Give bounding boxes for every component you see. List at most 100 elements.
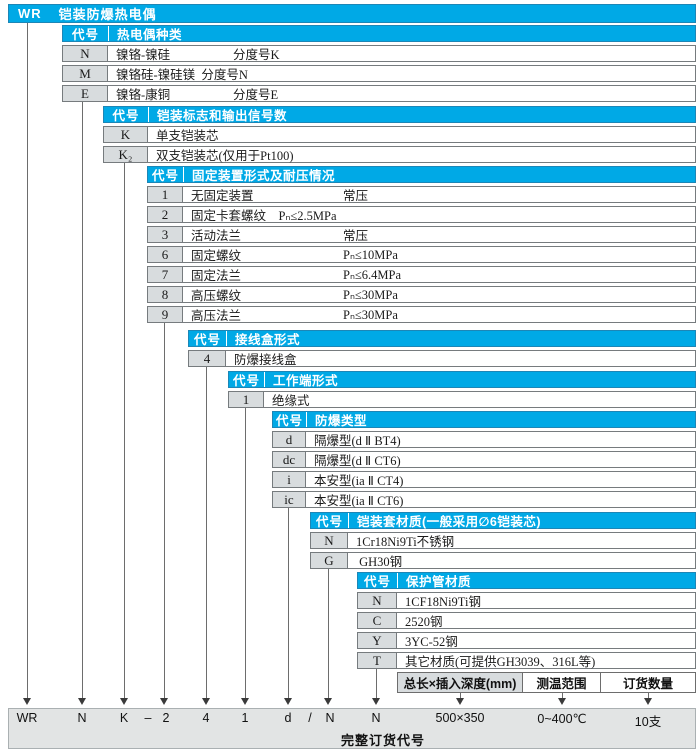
code-cell: M bbox=[62, 65, 108, 82]
desc-text: 1CF18Ni9Ti钢 bbox=[405, 595, 481, 609]
code-cell: K₂ bbox=[103, 146, 148, 163]
desc-value: Pₙ≤10MPa bbox=[343, 247, 398, 262]
code-cell: 2 bbox=[147, 206, 183, 223]
code-column-header: 代号 bbox=[104, 107, 149, 123]
order-value-separator: – bbox=[144, 711, 152, 725]
arrow-down-icon bbox=[23, 698, 31, 705]
desc-cell: 本安型(ia Ⅱ CT4) bbox=[306, 471, 696, 488]
connector-line bbox=[82, 102, 83, 698]
order-value: N bbox=[371, 711, 381, 725]
table-row: Y 3YC-52钢 bbox=[357, 632, 696, 649]
desc-value: 常压 bbox=[343, 229, 369, 243]
table-protection-tube-material: 代号 保护管材质 N 1CF18Ni9Ti钢 C 2520钢 Y 3YC-52钢… bbox=[357, 572, 696, 672]
code-column-header: 代号 bbox=[311, 513, 349, 529]
desc-cell: 高压法兰 Pₙ≤30MPa bbox=[183, 306, 696, 323]
connector-line bbox=[376, 669, 377, 698]
code-cell: 4 bbox=[188, 350, 226, 367]
desc-text: 本安型(ia Ⅱ CT4) bbox=[314, 474, 404, 488]
desc-cell: 镍铬-康铜 分度号E bbox=[108, 85, 696, 102]
table-thermocouple-type: 代号 热电偶种类 N 镍铬-镍硅 分度号K M 镍铬硅-镍硅镁 分度号N E 镍铬… bbox=[62, 25, 696, 105]
table-row: T 其它材质(可提供GH3039、316L等) bbox=[357, 652, 696, 669]
desc-value: 分度号K bbox=[233, 48, 280, 62]
table-header: 代号 热电偶种类 bbox=[62, 25, 696, 42]
table-row: 7 固定法兰 Pₙ≤6.4MPa bbox=[147, 266, 696, 283]
table-row: 8 高压螺纹 Pₙ≤30MPa bbox=[147, 286, 696, 303]
table-row: i 本安型(ia Ⅱ CT4) bbox=[272, 471, 696, 488]
table-row: C 2520钢 bbox=[357, 612, 696, 629]
table-header: 代号 防爆类型 bbox=[272, 411, 696, 428]
table-working-end: 代号 工作端形式 1 绝缘式 bbox=[228, 371, 696, 411]
code-column-header: 代号 bbox=[229, 372, 265, 388]
connector-line bbox=[648, 693, 649, 699]
desc-cell: 隔爆型(d Ⅱ CT6) bbox=[306, 451, 696, 468]
table-mounting-pressure: 代号 固定装置形式及耐压情况 1 无固定装置 常压 2 固定卡套螺纹 Pₙ≤2.5… bbox=[147, 166, 696, 326]
table-header: 代号 铠装套材质(一般采用∅6铠装芯) bbox=[310, 512, 696, 529]
table-header: 代号 保护管材质 bbox=[357, 572, 696, 589]
code-cell: N bbox=[62, 45, 108, 62]
table-row: 6 固定螺纹 Pₙ≤10MPa bbox=[147, 246, 696, 263]
desc-cell: 防爆接线盒 bbox=[226, 350, 696, 367]
desc-cell: 固定卡套螺纹 Pₙ≤2.5MPa bbox=[183, 206, 696, 223]
code-cell: G bbox=[310, 552, 348, 569]
arrow-down-icon bbox=[372, 698, 380, 705]
code-cell: 1 bbox=[228, 391, 264, 408]
table-header: 代号 铠装标志和输出信号数 bbox=[103, 106, 696, 123]
desc-text: 固定螺纹 bbox=[191, 249, 242, 263]
table-title: 接线盒形式 bbox=[235, 333, 301, 347]
table-row: d 隔爆型(d Ⅱ BT4) bbox=[272, 431, 696, 448]
desc-text: GH30钢 bbox=[356, 555, 403, 569]
arrow-down-icon bbox=[78, 698, 86, 705]
table-header: 代号 接线盒形式 bbox=[188, 330, 696, 347]
table-row: K₂ 双支铠装芯(仅用于Pt100) bbox=[103, 146, 696, 163]
table-title: 铠装标志和输出信号数 bbox=[157, 109, 288, 123]
code-cell: N bbox=[357, 592, 397, 609]
desc-text: 活动法兰 bbox=[191, 229, 242, 243]
order-value: 0~400℃ bbox=[537, 712, 587, 726]
order-value-separator: / bbox=[308, 711, 312, 725]
table-explosion-proof-type: 代号 防爆类型 d 隔爆型(d Ⅱ BT4) dc 隔爆型(d Ⅱ CT6) i… bbox=[272, 411, 696, 511]
desc-text: 绝缘式 bbox=[272, 394, 310, 408]
table-title: 保护管材质 bbox=[406, 575, 472, 589]
code-cell: d bbox=[272, 431, 306, 448]
order-value: N bbox=[77, 711, 87, 725]
table-row: M 镍铬硅-镍硅镁 分度号N bbox=[62, 65, 696, 82]
code-cell: Y bbox=[357, 632, 397, 649]
connector-line bbox=[460, 693, 461, 699]
desc-text: 2520钢 bbox=[405, 615, 443, 629]
desc-value: Pₙ≤6.4MPa bbox=[343, 267, 402, 282]
arrow-down-icon bbox=[202, 698, 210, 705]
desc-cell: 本安型(ia Ⅱ CT6) bbox=[306, 491, 696, 508]
table-header: 代号 固定装置形式及耐压情况 bbox=[147, 166, 696, 183]
table-row: 1 无固定装置 常压 bbox=[147, 186, 696, 203]
table-row: E 镍铬-康铜 分度号E bbox=[62, 85, 696, 102]
connector-line bbox=[164, 323, 165, 698]
code-cell: dc bbox=[272, 451, 306, 468]
desc-value: 常压 bbox=[343, 189, 369, 203]
desc-cell: 高压螺纹 Pₙ≤30MPa bbox=[183, 286, 696, 303]
desc-text: 单支铠装芯 bbox=[156, 129, 219, 143]
desc-cell: 固定螺纹 Pₙ≤10MPa bbox=[183, 246, 696, 263]
table-sheath-signal: 代号 铠装标志和输出信号数 K 单支铠装芯 K₂ 双支铠装芯(仅用于Pt100) bbox=[103, 106, 696, 166]
table-row: 2 固定卡套螺纹 Pₙ≤2.5MPa bbox=[147, 206, 696, 223]
desc-text: 其它材质(可提供GH3039、316L等) bbox=[405, 655, 596, 669]
code-column-header: 代号 bbox=[63, 26, 109, 42]
desc-cell: 2520钢 bbox=[397, 612, 696, 629]
connector-line bbox=[124, 163, 125, 698]
connector-line bbox=[27, 23, 28, 698]
desc-cell: 活动法兰 常压 bbox=[183, 226, 696, 243]
arrow-down-icon bbox=[644, 698, 652, 705]
table-row: dc 隔爆型(d Ⅱ CT6) bbox=[272, 451, 696, 468]
spec-temp-range: 测温范围 bbox=[522, 672, 601, 693]
desc-text: 本安型(ia Ⅱ CT6) bbox=[314, 494, 404, 508]
arrow-down-icon bbox=[456, 698, 464, 705]
code-cell: C bbox=[357, 612, 397, 629]
code-cell: ic bbox=[272, 491, 306, 508]
desc-cell: 镍铬硅-镍硅镁 分度号N bbox=[108, 65, 696, 82]
order-value: K bbox=[119, 711, 129, 725]
order-value: WR bbox=[16, 711, 38, 725]
connector-line bbox=[206, 367, 207, 698]
code-cell: T bbox=[357, 652, 397, 669]
spec-header-row: 总长×插入深度(mm) 测温范围 订货数量 bbox=[397, 672, 696, 693]
desc-text: 隔爆型(d Ⅱ BT4) bbox=[314, 434, 401, 448]
spec-length-depth: 总长×插入深度(mm) bbox=[397, 672, 523, 693]
